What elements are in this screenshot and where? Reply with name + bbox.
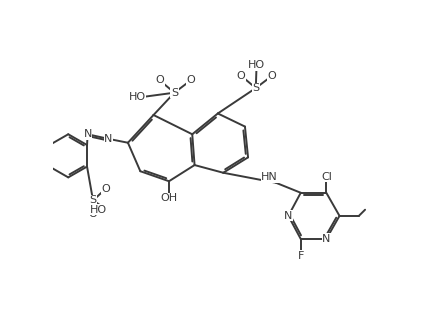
Text: N: N — [84, 129, 92, 139]
Text: HO: HO — [90, 205, 107, 215]
Text: O: O — [268, 71, 276, 81]
Text: N: N — [104, 134, 113, 144]
Text: O: O — [101, 184, 110, 194]
Text: Cl: Cl — [321, 172, 332, 182]
Text: N: N — [284, 211, 292, 221]
Text: O: O — [187, 75, 195, 85]
Text: HO: HO — [248, 60, 265, 70]
Text: OH: OH — [160, 193, 178, 203]
Text: F: F — [298, 251, 304, 261]
Text: S: S — [252, 83, 260, 93]
Text: O: O — [89, 209, 97, 219]
Text: O: O — [155, 75, 164, 85]
Text: S: S — [171, 88, 178, 98]
Text: HN: HN — [261, 172, 278, 182]
Text: N: N — [322, 234, 330, 244]
Text: O: O — [237, 71, 246, 81]
Text: S: S — [89, 196, 97, 206]
Text: HO: HO — [129, 91, 146, 101]
